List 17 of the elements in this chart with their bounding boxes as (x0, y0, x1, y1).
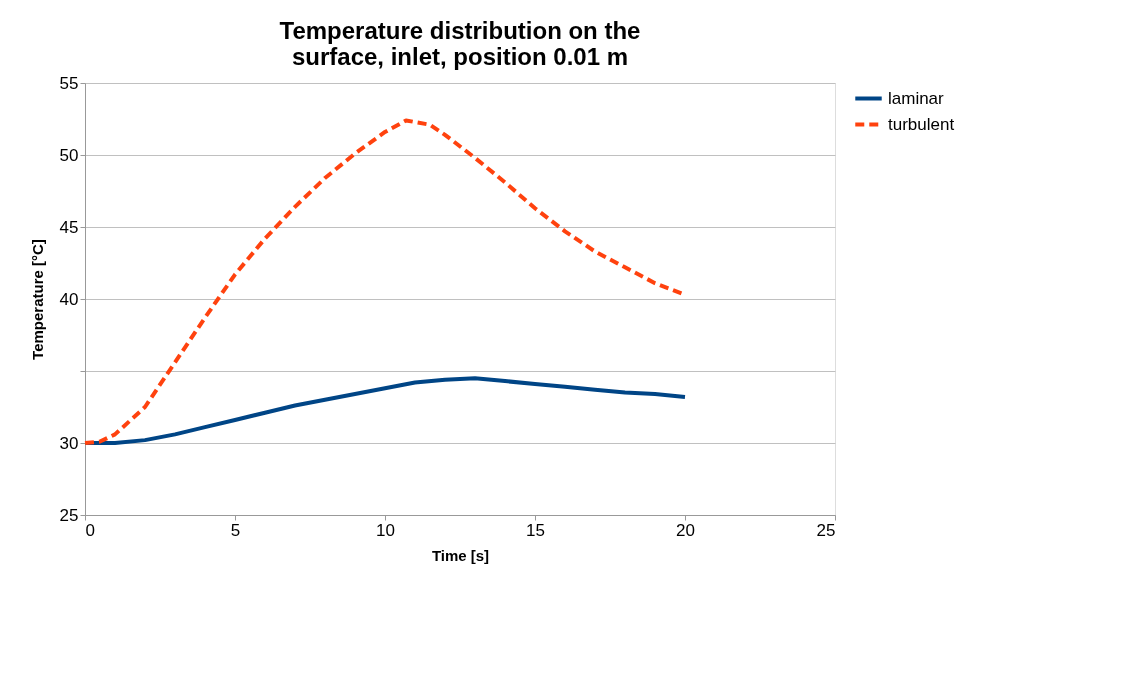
chart-title: Temperature distribution on the surface, inlet, position 0.01 m (279, 17, 641, 70)
y-axis-title: Temperature [°C] (28, 239, 46, 360)
x-axis-title: Time [s] (431, 546, 490, 564)
y-tick-label: 55 (59, 73, 79, 93)
x-tick-label: 10 (376, 520, 395, 540)
x-tick-label: 0 (85, 520, 95, 540)
y-tick-label: 50 (59, 145, 79, 165)
legend-label: turbulent (888, 114, 955, 134)
x-tick-label: 15 (526, 520, 545, 540)
y-tick-label: 30 (59, 433, 79, 453)
y-tick-label: 45 (59, 217, 79, 237)
legend-label: laminar (888, 88, 945, 108)
y-tick-label: 40 (59, 289, 79, 309)
x-tick-label: 25 (816, 520, 836, 540)
x-tick-label: 5 (230, 520, 241, 540)
y-tick-label: 25 (59, 505, 79, 525)
x-tick-label: 20 (676, 520, 695, 540)
